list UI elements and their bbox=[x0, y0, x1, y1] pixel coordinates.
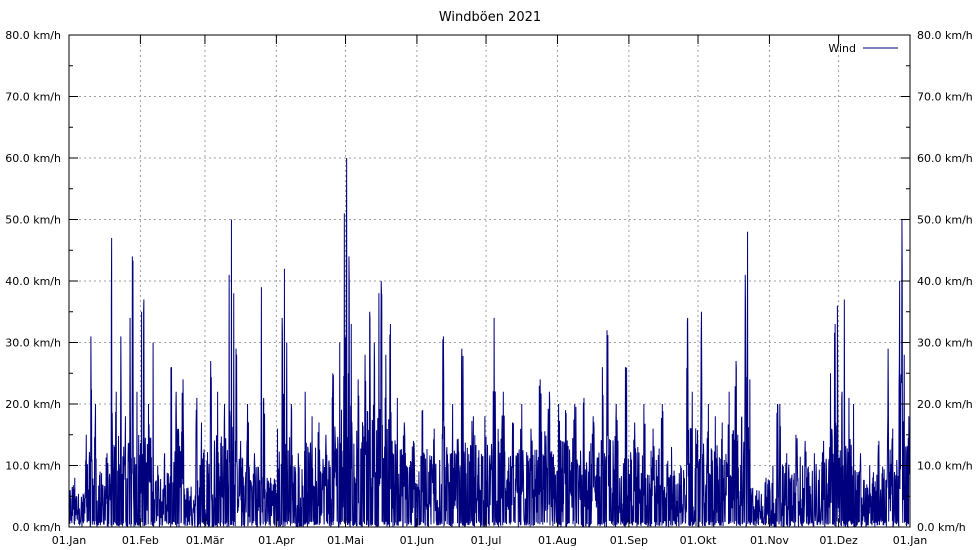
y-tick-label-left: 80.0 km/h bbox=[5, 29, 61, 42]
series-line-wind bbox=[68, 157, 911, 529]
x-tick-label: 01.Dez bbox=[819, 534, 858, 547]
y-tick-label-right: 80.0 km/h bbox=[917, 29, 973, 42]
y-axis-right-labels: 0.0 km/h 10.0 km/h 20.0 km/h 30.0 km/h 40.0 … bbox=[917, 29, 973, 534]
x-tick-label: 01.Mär bbox=[186, 534, 225, 547]
y-tick-label-left: 20.0 km/h bbox=[5, 398, 61, 411]
x-tick-label: 01.Nov bbox=[750, 534, 789, 547]
y-tick-label-right: 60.0 km/h bbox=[917, 152, 973, 165]
x-tick-label: 01.Feb bbox=[122, 534, 159, 547]
y-tick-label-left: 60.0 km/h bbox=[5, 152, 61, 165]
y-tick-label-right: 70.0 km/h bbox=[917, 91, 973, 104]
y-tick-label-right: 0.0 km/h bbox=[917, 521, 966, 534]
y-tick-label-right: 50.0 km/h bbox=[917, 214, 973, 227]
grid-lines bbox=[69, 35, 910, 527]
y-tick-label-right: 10.0 km/h bbox=[917, 460, 973, 473]
x-tick-label: 01.Okt bbox=[680, 534, 718, 547]
y-tick-label-left: 10.0 km/h bbox=[5, 460, 61, 473]
y-tick-label-left: 40.0 km/h bbox=[5, 275, 61, 288]
x-tick-label: 01.Sep bbox=[610, 534, 648, 547]
y-tick-label-right: 20.0 km/h bbox=[917, 398, 973, 411]
x-tick-label: 01.Aug bbox=[538, 534, 577, 547]
x-tick-label: 01.Jan bbox=[52, 534, 86, 547]
y-axis-left-labels: 0.0 km/h 10.0 km/h 20.0 km/h 30.0 km/h 40.0 … bbox=[5, 29, 61, 534]
y-tick-label-left: 0.0 km/h bbox=[12, 521, 61, 534]
series-wind bbox=[68, 157, 911, 529]
y-tick-label-right: 40.0 km/h bbox=[917, 275, 973, 288]
y-tick-label-left: 70.0 km/h bbox=[5, 91, 61, 104]
legend-label-wind: Wind bbox=[828, 42, 856, 55]
y-tick-label-left: 50.0 km/h bbox=[5, 214, 61, 227]
legend: Wind bbox=[828, 42, 898, 55]
x-tick-label: 01.Apr bbox=[258, 534, 295, 547]
x-tick-label: 01.Jul bbox=[471, 534, 502, 547]
y-tick-label-left: 30.0 km/h bbox=[5, 337, 61, 350]
x-tick-label: 01.Jun bbox=[400, 534, 435, 547]
x-tick-label: 01.Mai bbox=[327, 534, 364, 547]
chart-title: Windböen 2021 bbox=[439, 10, 541, 25]
x-tick-label: 01.Jan bbox=[893, 534, 927, 547]
y-tick-label-right: 30.0 km/h bbox=[917, 337, 973, 350]
axis-ticks bbox=[68, 34, 911, 528]
x-axis-labels: 01.Jan 01.Feb 01.Mär 01.Apr 01.Mai 01.Jun 01.J… bbox=[52, 534, 927, 547]
